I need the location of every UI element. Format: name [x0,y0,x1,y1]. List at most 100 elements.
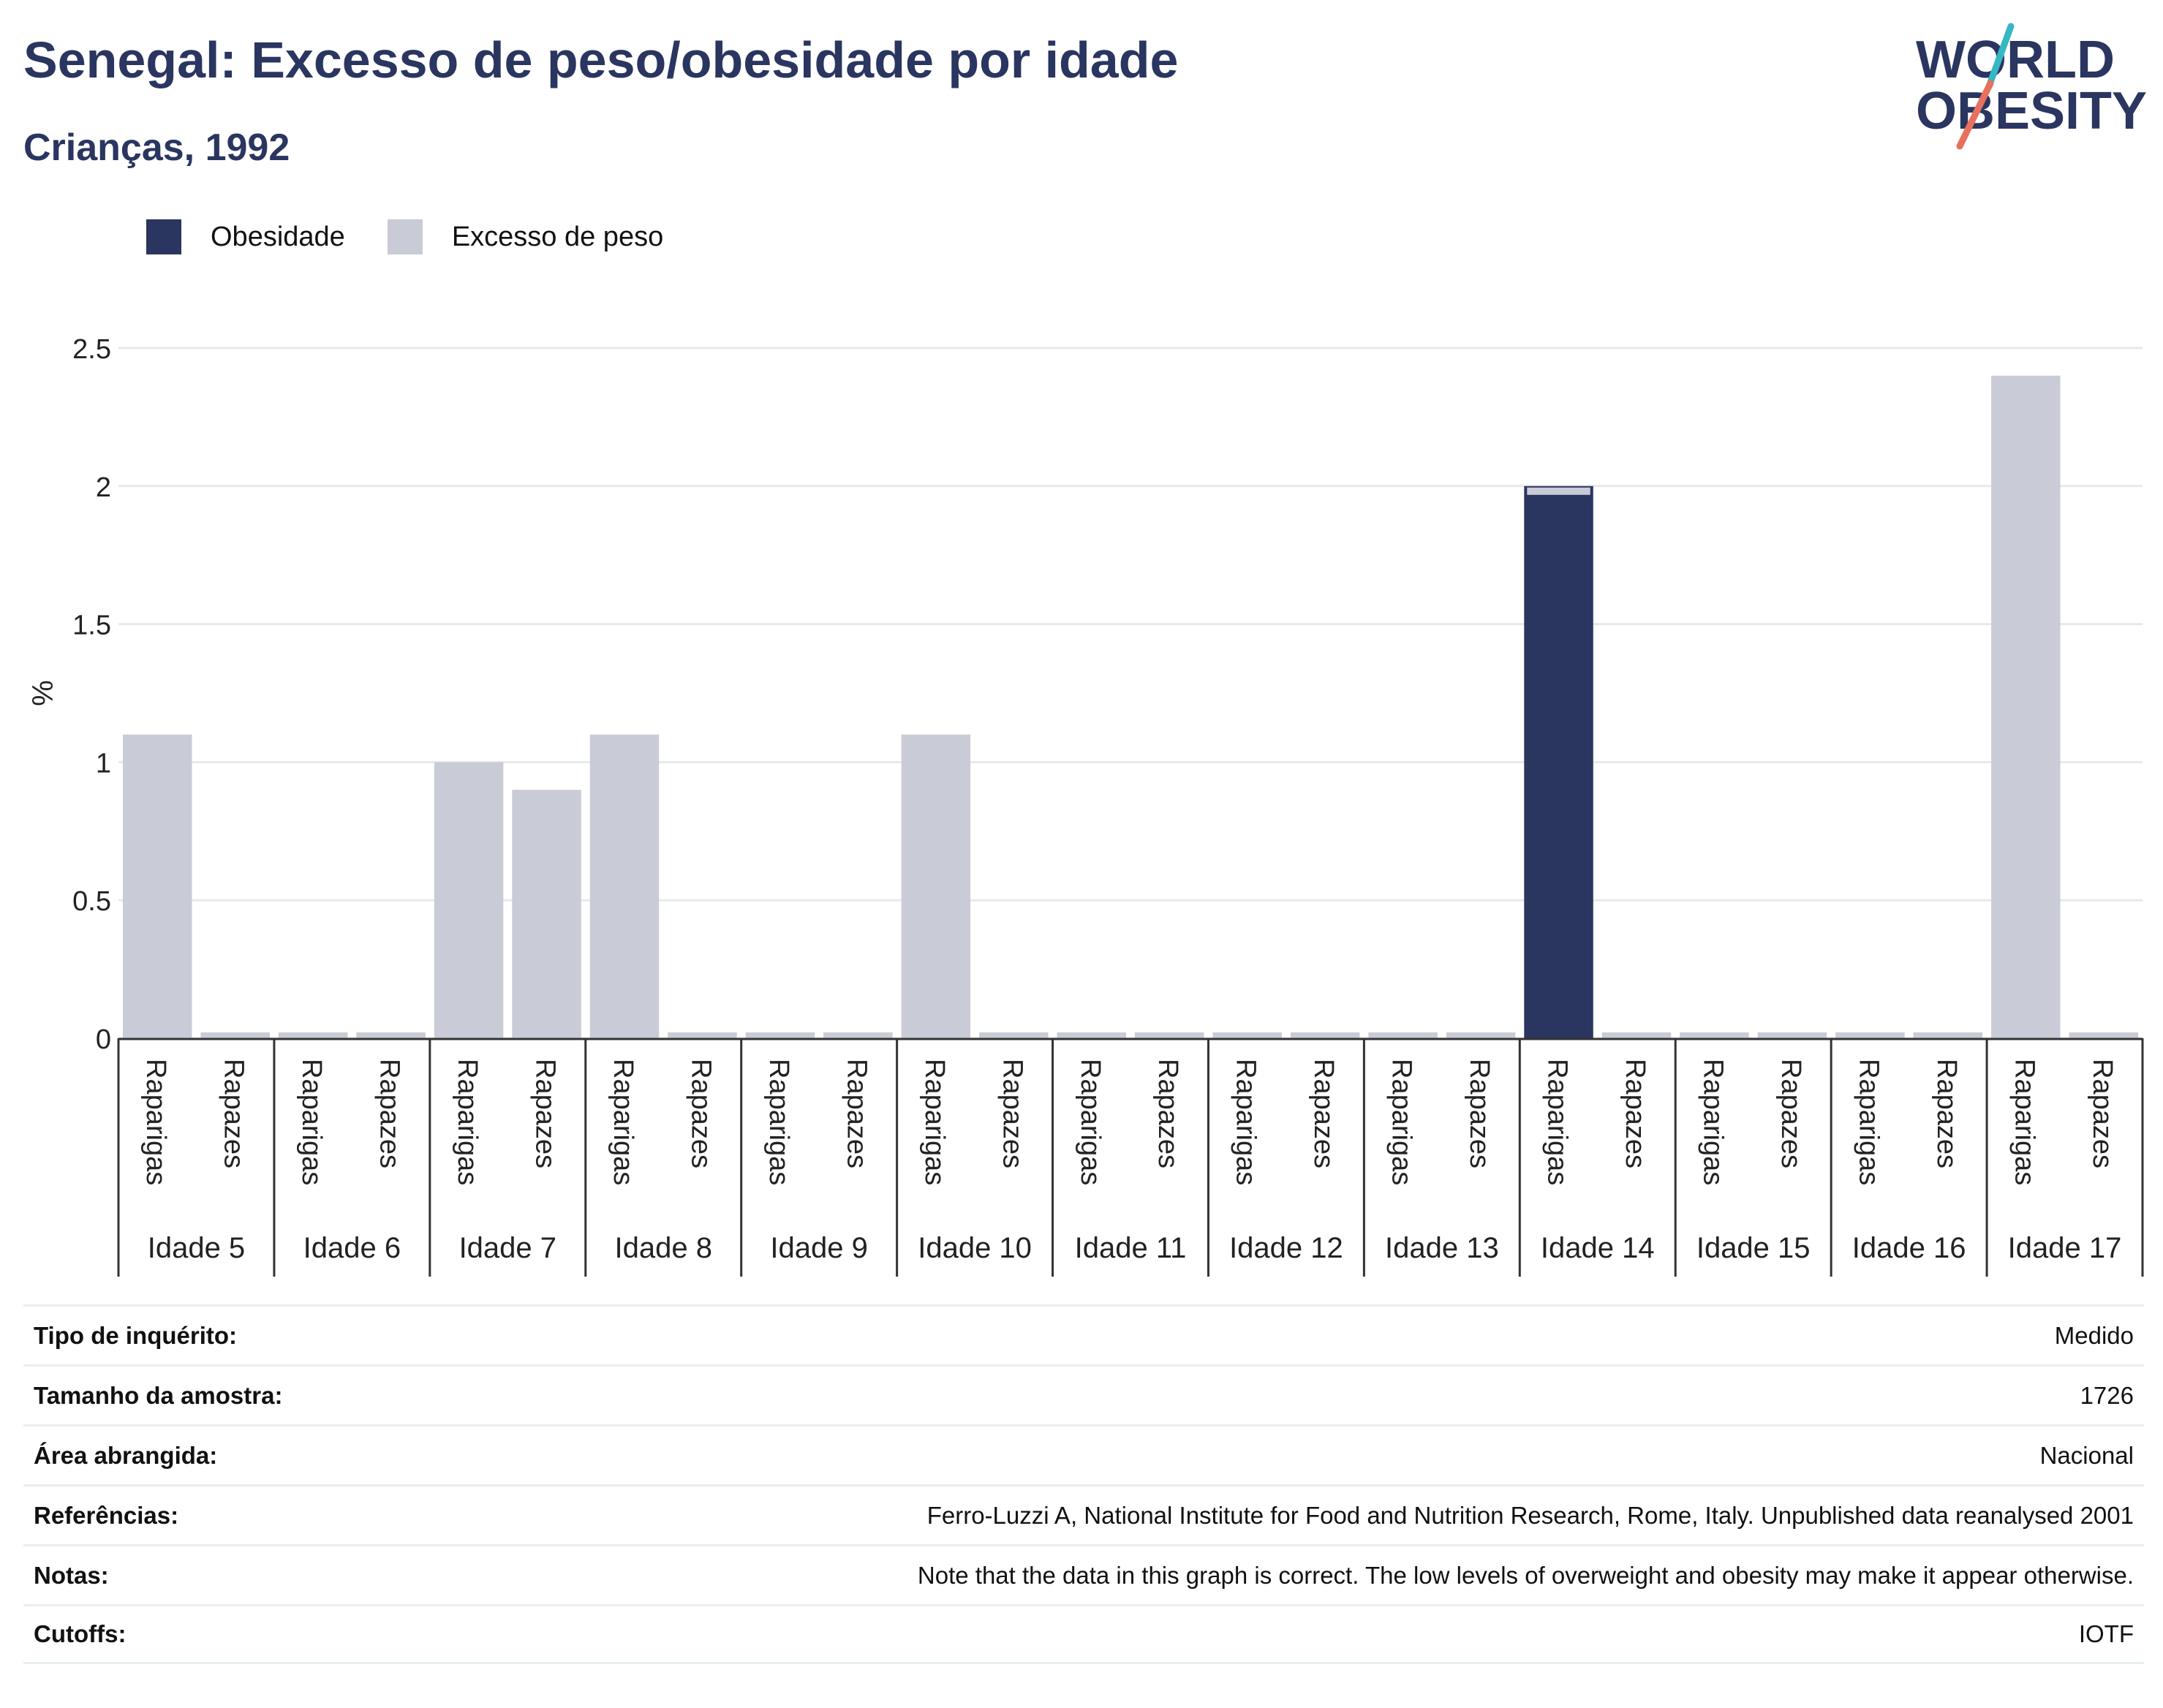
survey-info-table: Tipo de inquérito: Medido Tamanho da amo… [23,1304,2144,1664]
y-tick-label: 0 [96,1024,111,1055]
bar-zero-stub [745,1032,815,1039]
x-subcategory-label: Rapazes [1308,1059,1339,1168]
x-subcategory-label: Rapazes [374,1059,405,1168]
x-subcategory-label: Rapazes [1152,1059,1183,1168]
bar-zero-stub [1757,1032,1827,1039]
x-group-label: Idade 15 [1696,1232,1811,1264]
chart-subtitle: Crianças, 1992 [23,126,290,169]
bar-zero-stub [1835,1032,1905,1039]
x-subcategory-label: Rapazes [1931,1059,1962,1168]
bar-overweight [1991,375,2061,1038]
bar-zero-stub [979,1032,1049,1039]
bar-zero-stub [1680,1032,1749,1039]
info-value: Note that the data in this graph is corr… [917,1561,2134,1589]
x-subcategory-label: Rapazes [685,1059,716,1168]
x-group-label: Idade 13 [1385,1232,1499,1264]
info-value: Nacional [2039,1441,2134,1469]
x-group-label: Idade 10 [918,1232,1032,1264]
legend-swatch-obesity [146,219,181,254]
x-group-label: Idade 14 [1541,1232,1655,1264]
info-label: Referências: [34,1501,179,1529]
x-subcategory-label: Raparigas [608,1059,638,1185]
x-group-label: Idade 16 [1852,1232,1966,1264]
info-row-references: Referências: Ferro-Luzzi A, National Ins… [23,1484,2144,1544]
info-value: Ferro-Luzzi A, National Institute for Fo… [926,1501,2134,1529]
info-label: Tipo de inquérito: [34,1321,238,1349]
legend-item-obesity[interactable]: Obesidade [146,219,345,254]
info-row-cutoffs: Cutoffs: IOTF [23,1604,2144,1664]
bar-zero-stub [1212,1032,1282,1039]
logo-slash-teal [1985,23,2015,90]
info-label: Tamanho da amostra: [34,1381,283,1409]
bar-zero-stub [1057,1032,1126,1039]
x-subcategory-label: Rapazes [1775,1059,1806,1168]
bar-zero-stub [2069,1032,2138,1039]
x-subcategory-label: Raparigas [1697,1059,1728,1185]
bar-zero-stub [278,1032,348,1039]
x-group-label: Idade 12 [1229,1232,1343,1264]
info-label: Notas: [34,1561,109,1589]
x-group-label: Idade 6 [303,1232,401,1264]
x-subcategory-label: Rapazes [997,1059,1027,1168]
info-row-area: Área abrangida: Nacional [23,1424,2144,1484]
legend-item-overweight[interactable]: Excesso de peso [387,219,664,254]
info-label: Área abrangida: [34,1441,218,1469]
bar-zero-stub [356,1032,426,1039]
x-group-label: Idade 8 [614,1232,711,1264]
bar-zero-stub [200,1032,270,1039]
info-row-notes: Notas: Note that the data in this graph … [23,1544,2144,1604]
x-group-label: Idade 9 [770,1232,867,1264]
x-subcategory-label: Raparigas [1853,1059,1884,1185]
bar-zero-stub [1135,1032,1204,1039]
bar-overweight [512,790,581,1038]
info-value: 1726 [2080,1381,2134,1409]
y-tick-label: 1.5 [72,611,111,641]
x-group-label: Idade 5 [148,1232,245,1264]
y-tick-label: 2 [96,472,111,503]
info-value: IOTF [2078,1620,2134,1647]
x-subcategory-label: Raparigas [452,1059,483,1185]
logo-slash-coral [1956,80,1994,150]
x-subcategory-label: Rapazes [219,1059,249,1168]
x-subcategory-label: Raparigas [1231,1059,1261,1185]
bar-overweight [901,734,971,1038]
bar-zero-stub [823,1032,893,1039]
y-tick-label: 2.5 [72,334,111,365]
logo-text-world: WORLD [1916,31,2115,89]
world-obesity-logo: WORLD OBESITY [1916,23,2147,150]
legend-swatch-overweight [387,219,423,254]
x-subcategory-label: Raparigas [1542,1059,1573,1185]
x-group-label: Idade 17 [2008,1232,2122,1264]
bar-zero-stub [1368,1032,1438,1039]
bar-overweight [123,734,192,1038]
bar-zero-stub [1290,1032,1360,1039]
bar-overweight [589,734,660,1038]
bar-zero-stub [1446,1032,1516,1039]
bar-chart: 0 0.5 1 1.5 2 2.5% Raparigas Rapazes Idade 5 Rapa… [27,334,2144,1277]
chart-legend: Obesidade Excesso de peso [146,216,706,257]
bar-zero-stub [1601,1032,1672,1039]
x-subcategory-label: Rapazes [1464,1059,1495,1168]
x-subcategory-label: Raparigas [296,1059,327,1185]
x-subcategory-label: Raparigas [2009,1059,2039,1185]
y-tick-label: 1 [96,748,111,779]
x-subcategory-label: Raparigas [763,1059,794,1185]
chart-title: Senegal: Excesso de peso/obesidade por i… [23,31,1179,88]
info-value: Medido [2054,1321,2134,1349]
x-subcategory-label: Rapazes [530,1059,561,1168]
x-subcategory-label: Rapazes [841,1059,872,1168]
x-group-label: Idade 11 [1075,1232,1187,1264]
logo-text-obesity: OBESITY [1916,82,2147,140]
x-subcategory-label: Rapazes [2087,1059,2118,1168]
y-tick-label: 0.5 [72,886,111,917]
x-subcategory-label: Raparigas [140,1059,171,1185]
x-subcategory-label: Raparigas [1075,1059,1106,1185]
bar-zero-stub [1913,1032,1983,1039]
legend-label-overweight: Excesso de peso [451,221,664,252]
bar-overweight-cap [1527,487,1590,495]
legend-label-obesity: Obesidade [211,221,345,252]
bar-obesity [1524,485,1593,1039]
info-row-sample-size: Tamanho da amostra: 1726 [23,1364,2144,1424]
y-axis-label: % [27,680,59,706]
x-subcategory-label: Raparigas [919,1059,950,1185]
